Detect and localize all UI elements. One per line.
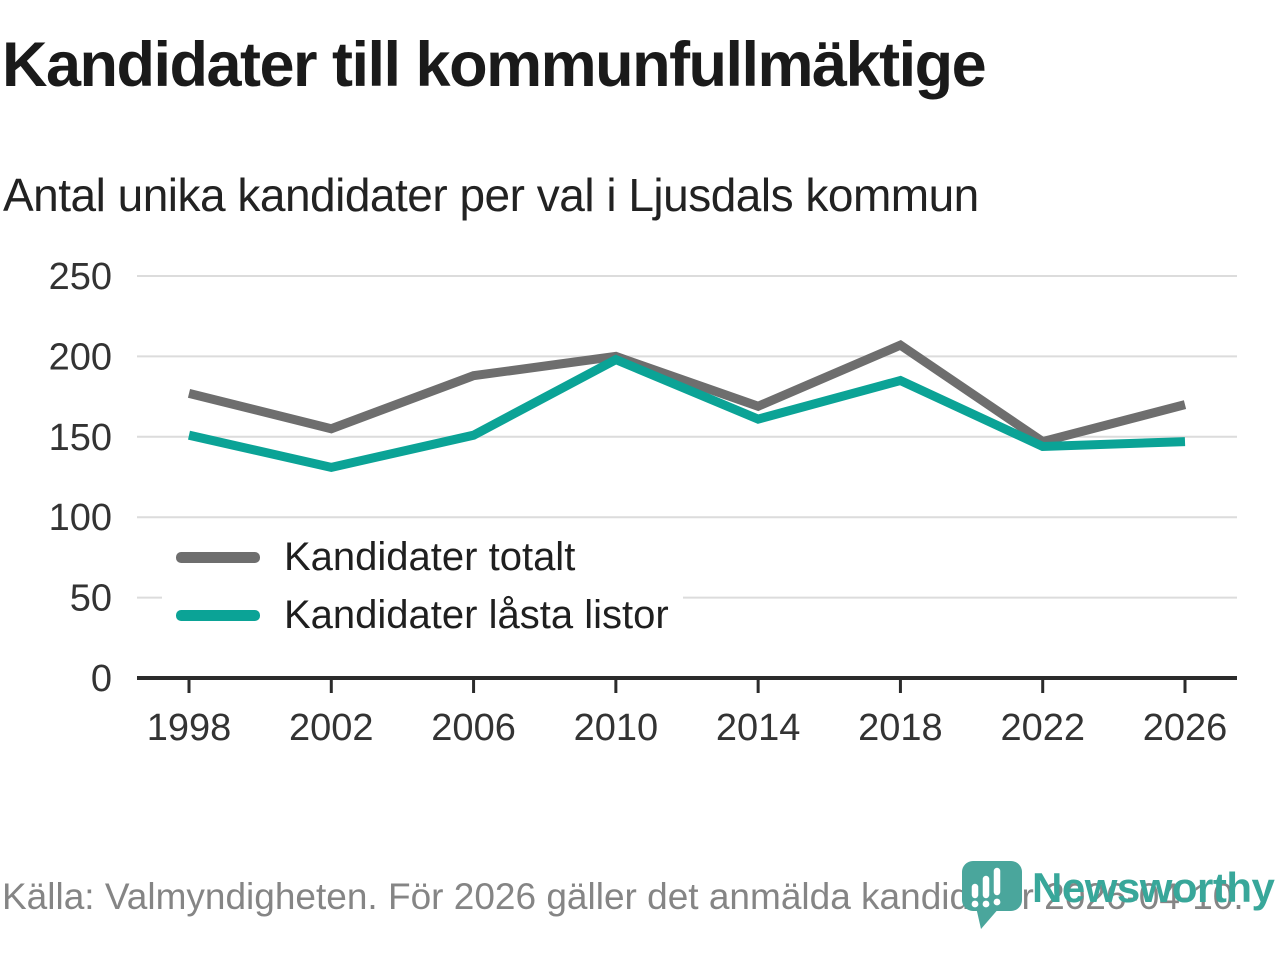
newsworthy-wordmark: Newsworthy <box>1032 864 1275 911</box>
x-tick-label: 2010 <box>574 707 659 749</box>
x-tick-label: 2026 <box>1143 707 1228 749</box>
y-tick-label: 100 <box>49 497 112 539</box>
x-tick-label: 2002 <box>289 707 374 749</box>
legend-swatch-lasta-listor <box>176 609 260 621</box>
legend-item-totalt: Kandidater totalt <box>176 528 669 586</box>
y-tick-label: 0 <box>91 658 112 700</box>
legend-item-lasta-listor: Kandidater låsta listor <box>176 586 669 644</box>
legend-label-lasta-listor: Kandidater låsta listor <box>284 592 669 637</box>
x-tick-label: 1998 <box>147 707 232 749</box>
y-tick-label: 150 <box>49 417 112 459</box>
x-tick-label: 2018 <box>858 707 943 749</box>
source-note: Källa: Valmyndigheten. För 2026 gäller d… <box>2 876 1244 917</box>
chart-subtitle: Antal unika kandidater per val i Ljusdal… <box>3 169 979 221</box>
legend: Kandidater totalt Kandidater låsta listo… <box>162 520 683 652</box>
legend-label-totalt: Kandidater totalt <box>284 534 576 579</box>
series-line-0 <box>187 340 1187 447</box>
newsworthy-logo: Newsworthy <box>962 861 1275 931</box>
newsworthy-pin-icon <box>962 861 1022 929</box>
x-tick-label: 2014 <box>716 707 801 749</box>
y-tick-label: 50 <box>70 578 112 620</box>
x-tick-label: 2006 <box>431 707 516 749</box>
chart-title: Kandidater till kommunfullmäktige <box>2 30 987 100</box>
y-tick-label: 200 <box>49 336 112 378</box>
x-tick-label: 2022 <box>1000 707 1085 749</box>
y-tick-label: 250 <box>49 256 112 298</box>
legend-swatch-totalt <box>176 551 260 563</box>
series-line-1 <box>188 354 1186 472</box>
